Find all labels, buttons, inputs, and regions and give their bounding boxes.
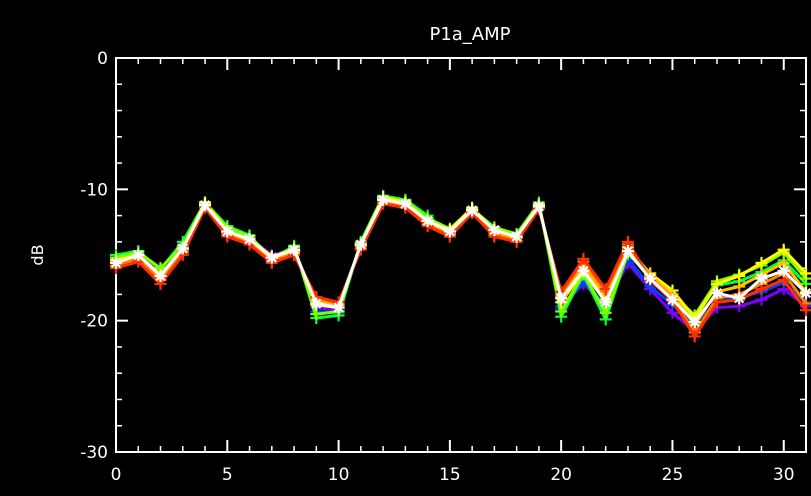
marker-stroke <box>378 194 389 205</box>
data-point <box>800 267 811 280</box>
data-point <box>243 233 256 246</box>
x-tick-label: 15 <box>439 465 461 485</box>
data-point <box>666 293 679 306</box>
data-point <box>510 230 523 243</box>
x-tick-label: 0 <box>111 465 122 485</box>
data-point <box>621 245 634 258</box>
marker-stroke <box>110 257 122 268</box>
marker-stroke <box>133 249 144 261</box>
marker-stroke <box>311 298 322 309</box>
x-tick-label: 5 <box>222 465 233 485</box>
marker-stroke <box>511 231 522 242</box>
marker-stroke <box>689 316 700 328</box>
data-point <box>755 283 768 296</box>
data-point <box>110 256 122 269</box>
data-point <box>532 200 545 213</box>
data-point <box>688 316 701 328</box>
data-point <box>221 225 234 238</box>
data-point <box>288 243 301 256</box>
data-point <box>800 304 811 317</box>
data-point <box>399 197 412 210</box>
marker-stroke <box>333 302 344 313</box>
data-point <box>755 272 768 285</box>
data-point <box>265 251 278 264</box>
x-tick-label: 20 <box>550 465 572 485</box>
marker-stroke <box>400 198 411 209</box>
marker-stroke <box>289 244 300 255</box>
marker-stroke <box>199 200 211 211</box>
data-point <box>310 297 323 310</box>
x-tick-label: 25 <box>662 465 684 485</box>
marker-stroke <box>734 293 745 304</box>
data-point <box>354 238 367 251</box>
data-point <box>599 283 612 296</box>
marker-stroke <box>222 226 233 237</box>
data-point <box>154 270 167 282</box>
marker-stroke <box>600 297 611 308</box>
data-point <box>199 199 211 212</box>
data-point <box>777 243 790 256</box>
marker-stroke <box>489 224 500 236</box>
marker-stroke <box>177 243 188 254</box>
marker-stroke <box>556 293 567 304</box>
data-point <box>577 264 590 277</box>
marker-stroke <box>155 270 166 282</box>
y-axis-label: dB <box>28 244 47 265</box>
marker-stroke <box>244 234 255 245</box>
marker-stroke <box>467 205 478 216</box>
marker-stroke <box>444 226 455 237</box>
data-point <box>599 306 612 319</box>
data-point <box>777 264 790 277</box>
data-point <box>132 249 145 261</box>
data-point <box>421 214 434 227</box>
y-tick-label: -10 <box>80 180 108 200</box>
marker-stroke <box>667 294 678 305</box>
data-point <box>599 296 612 309</box>
data-point <box>176 242 189 255</box>
data-point <box>644 272 657 285</box>
y-tick-label: 0 <box>97 49 108 69</box>
marker-stroke <box>778 265 789 276</box>
data-point <box>711 287 723 300</box>
marker-stroke <box>578 265 589 276</box>
data-point <box>755 256 768 269</box>
data-point <box>443 225 456 238</box>
marker-stroke <box>756 273 767 284</box>
data-point <box>488 224 501 236</box>
data-point <box>733 292 746 305</box>
series-group <box>110 189 811 343</box>
data-point <box>577 252 590 265</box>
marker-stroke <box>645 273 656 284</box>
data-point <box>332 301 345 314</box>
marker-stroke <box>800 288 811 299</box>
series-line <box>115 202 808 338</box>
data-point <box>377 193 390 206</box>
series <box>110 193 811 328</box>
y-tick-label: -20 <box>80 312 108 332</box>
y-tick-label: -30 <box>80 443 108 463</box>
data-point <box>466 204 479 217</box>
data-point <box>555 292 568 305</box>
data-point <box>688 330 701 343</box>
chart-title: P1a_AMP <box>429 24 510 45</box>
marker-stroke <box>533 201 544 212</box>
x-tick-label: 30 <box>773 465 795 485</box>
marker-stroke <box>711 288 723 299</box>
data-point <box>800 287 811 300</box>
data-point <box>733 270 746 282</box>
marker-stroke <box>622 246 633 257</box>
x-tick-label: 10 <box>328 465 350 485</box>
marker-stroke <box>266 252 277 263</box>
axes: 0 5 10 15 20 25 30 0 -10 -20 -30 <box>80 49 807 485</box>
marker-stroke <box>355 239 366 250</box>
marker-stroke <box>422 215 433 226</box>
